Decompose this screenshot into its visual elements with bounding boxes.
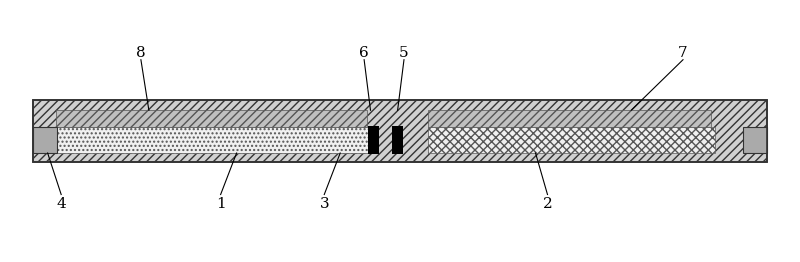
Bar <box>34 127 57 153</box>
Bar <box>428 110 711 127</box>
Bar <box>46 127 368 153</box>
Text: 7: 7 <box>678 46 688 60</box>
Bar <box>392 126 403 154</box>
Bar <box>368 126 379 154</box>
Text: 5: 5 <box>399 46 409 60</box>
Text: 4: 4 <box>56 196 66 211</box>
Bar <box>34 100 766 162</box>
Bar <box>428 127 715 153</box>
Text: 8: 8 <box>136 46 146 60</box>
Bar <box>743 127 766 153</box>
Text: 1: 1 <box>216 196 226 211</box>
Text: 3: 3 <box>319 196 329 211</box>
Bar <box>34 100 766 162</box>
Text: 6: 6 <box>359 46 369 60</box>
Text: 2: 2 <box>542 196 552 211</box>
Bar <box>55 110 366 127</box>
